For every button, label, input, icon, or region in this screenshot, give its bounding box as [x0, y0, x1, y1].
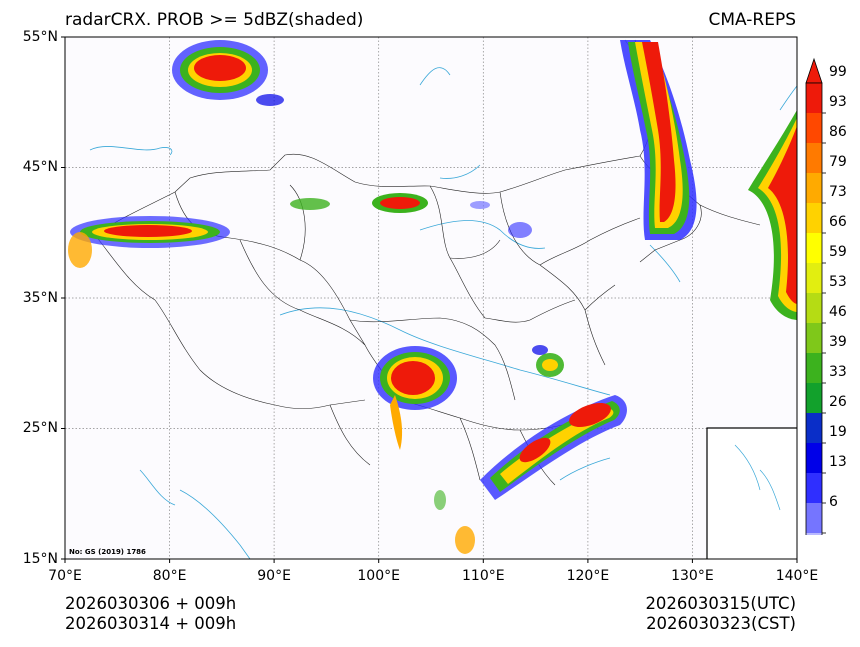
colorbar-swatch: [806, 293, 822, 323]
colorbar-label: 39: [829, 334, 847, 350]
init-time-utc: 2026030306 + 009h: [65, 594, 237, 613]
lon-label: 130°E: [671, 568, 714, 584]
init-time-cst: 2026030314 + 009h: [65, 614, 237, 633]
lat-label: 15°N: [22, 551, 58, 567]
lon-label: 110°E: [462, 568, 505, 584]
colorbar-label: 99: [829, 64, 847, 80]
lon-label: 100°E: [357, 568, 400, 584]
colorbar-label: 86: [829, 124, 847, 140]
colorbar-swatch: [806, 383, 822, 413]
valid-time-cst: 2026030323(CST): [646, 614, 796, 633]
map-title: radarCRX. PROB >= 5dBZ(shaded): [65, 10, 364, 30]
colorbar-swatch: [806, 323, 822, 353]
lon-label: 90°E: [257, 568, 291, 584]
map-approval-number: No: GS (2019) 1786: [69, 548, 146, 556]
colorbar-label: 33: [829, 364, 847, 380]
colorbar-label: 79: [829, 154, 847, 170]
colorbar-label: 73: [829, 184, 847, 200]
colorbar-swatch: [806, 203, 822, 233]
colorbar-swatch: [806, 533, 822, 535]
lat-label: 45°N: [22, 159, 58, 175]
colorbar-swatch: [806, 143, 822, 173]
lon-label: 140°E: [775, 568, 819, 584]
colorbar-swatch: [806, 263, 822, 293]
colorbar-swatch: [806, 503, 822, 533]
colorbar-swatch: [806, 173, 822, 203]
colorbar-label: 93: [829, 94, 847, 110]
lat-label: 35°N: [22, 290, 58, 306]
colorbar-label: 13: [829, 454, 847, 470]
colorbar-swatch: [806, 113, 822, 143]
colorbar-label: 26: [829, 394, 847, 410]
colorbar-extend-max: [805, 57, 823, 84]
lon-label: 70°E: [48, 568, 82, 584]
colorbar-label: 53: [829, 274, 847, 290]
shaded-probability-areas: [68, 40, 797, 554]
model-name: CMA-REPS: [708, 10, 796, 30]
colorbar-swatch: [806, 83, 822, 113]
colorbar-swatch: [806, 353, 822, 383]
colorbar-swatch: [806, 233, 822, 263]
rivers-coastlines: [89, 39, 797, 559]
colorbar-label: 19: [829, 424, 847, 440]
colorbar-swatch: [806, 443, 822, 473]
colorbar-swatch: [806, 473, 822, 503]
lat-label: 25°N: [22, 420, 58, 436]
lon-label: 80°E: [152, 568, 187, 584]
lat-label: 55°N: [22, 29, 58, 45]
colorbar-swatch: [806, 413, 822, 443]
lon-label: 120°E: [566, 568, 610, 584]
colorbar-label: 6: [829, 494, 838, 510]
colorbar: [805, 57, 826, 535]
colorbar-label: 59: [829, 244, 847, 260]
colorbar-label: 66: [829, 214, 847, 230]
south-china-sea-inset: [706, 427, 797, 559]
colorbar-label: 46: [829, 304, 847, 320]
valid-time-utc: 2026030315(UTC): [645, 594, 796, 613]
